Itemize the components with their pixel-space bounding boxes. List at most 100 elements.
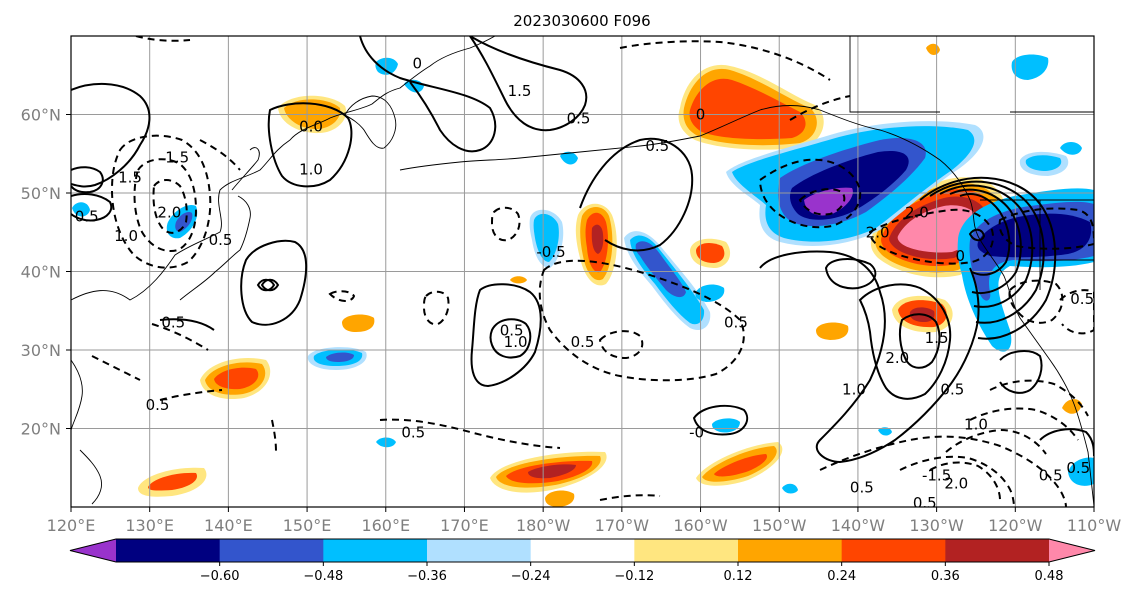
- colorbar-tick-label: −0.48: [303, 569, 343, 584]
- contour-positive: [939, 184, 1034, 308]
- contour-negative: [945, 428, 1047, 455]
- height-contours: [71, 36, 1094, 507]
- colorbar-extend-low: [70, 539, 116, 562]
- contour-label: 0.5: [209, 231, 233, 249]
- negative-anomaly-patch: [695, 284, 725, 302]
- contour-negative: [422, 290, 450, 326]
- colorbar-tick-label: 0.48: [1035, 569, 1064, 584]
- negative-anomaly-patch: [1068, 457, 1094, 486]
- contour-label: 1.0: [299, 160, 323, 178]
- positive-anomaly-patch: [696, 242, 725, 263]
- contour-negative: [271, 419, 277, 453]
- contour-positive: [898, 313, 941, 369]
- contour-negative: [619, 40, 851, 121]
- contour-positive: [469, 36, 588, 132]
- colorbar-tick-label: −0.60: [200, 569, 240, 584]
- colorbar-tick-label: −0.24: [511, 569, 551, 584]
- contour-label: 0: [412, 54, 422, 72]
- coastlines: [71, 36, 1094, 507]
- contour-negative: [819, 435, 1067, 507]
- negative-anomaly-patches: [72, 54, 1094, 494]
- positive-anomaly-patch: [528, 464, 576, 479]
- contour-negative: [1059, 289, 1094, 335]
- colorbar-segment: [945, 539, 1050, 562]
- negative-anomaly-patch: [375, 57, 398, 75]
- lon-tick-label: 160°W: [673, 516, 728, 535]
- positive-anomaly-patch: [1062, 399, 1082, 414]
- contour-label: 0.5: [161, 314, 185, 332]
- positive-anomaly-patch: [591, 224, 604, 254]
- contour-label: 0.5: [75, 208, 99, 226]
- colorbar-tick-label: −0.12: [614, 569, 654, 584]
- contour-label: 2.0: [944, 474, 968, 492]
- negative-anomaly-patch: [1060, 142, 1082, 155]
- lon-tick-label: 120°E: [47, 516, 96, 535]
- contour-negative: [159, 389, 223, 401]
- contour-negative: [1008, 279, 1064, 324]
- lon-tick-label: 170°E: [440, 516, 489, 535]
- contour-label: 0: [955, 247, 965, 265]
- lat-tick-label: 30°N: [21, 341, 61, 360]
- positive-anomaly-patch: [926, 43, 940, 55]
- contour-positive: [489, 318, 532, 359]
- contour-negative: [929, 461, 1001, 501]
- negative-anomaly-patch: [326, 352, 354, 362]
- negative-anomaly-patch: [782, 483, 798, 494]
- contour-negative: [989, 379, 1089, 417]
- colorbar-segment: [530, 539, 635, 562]
- contour-label: 0.5: [724, 314, 748, 332]
- contour-label: -0: [689, 423, 704, 441]
- contour-positive: [240, 240, 308, 326]
- contour-label: 0.5: [1066, 459, 1090, 477]
- contour-positive: [71, 82, 151, 188]
- contour-positive: [470, 283, 542, 388]
- contour-negative: [328, 290, 356, 302]
- lon-tick-label: 130°E: [125, 516, 174, 535]
- lon-tick-label: 130°W: [909, 516, 964, 535]
- lon-tick-label: 180°W: [516, 516, 571, 535]
- contour-positive: [999, 350, 1043, 394]
- lon-tick-label: 150°W: [752, 516, 807, 535]
- contour-label: 1.5: [165, 149, 189, 167]
- contour-labels: 1.51.52.00.51.00.01.00.50.50.50.501.50.5…: [75, 54, 1094, 512]
- lat-tick-label: 50°N: [21, 184, 61, 203]
- contour-label: -1.5: [922, 467, 951, 485]
- lon-tick-label: 110°W: [1067, 516, 1122, 535]
- contour-negative: [199, 139, 241, 171]
- lat-tick-label: 60°N: [21, 106, 61, 125]
- contour-negative: [599, 494, 661, 501]
- contour-positive: [692, 404, 749, 436]
- contour-label: 2.0: [157, 204, 181, 222]
- longitude-axis: 120°E 130°E 140°E 150°E 160°E 170°E 180°W 170°W…: [47, 507, 1122, 535]
- taiwan-philippines-coastline: [71, 359, 103, 505]
- contour-negative: [379, 418, 561, 449]
- contour-label: 1.5: [508, 82, 532, 100]
- contour-label: 0.5: [1070, 290, 1094, 308]
- contour-positive: [159, 318, 215, 331]
- contour-label: 0.0: [299, 117, 323, 135]
- colorbar-extend-high: [1049, 539, 1095, 562]
- lon-tick-label: 120°W: [988, 516, 1043, 535]
- contour-label: -0.5: [536, 243, 565, 261]
- alaska-coastline: [699, 105, 1094, 507]
- lon-tick-label: 150°E: [283, 516, 332, 535]
- map-title: 2023030600 F096: [513, 12, 650, 30]
- lat-tick-label: 20°N: [21, 420, 61, 439]
- negative-anomaly-patch: [560, 151, 578, 165]
- lon-tick-label: 140°E: [204, 516, 253, 535]
- contour-negative: [490, 206, 521, 242]
- negative-anomaly-patch: [712, 418, 740, 433]
- contour-negative: [91, 355, 141, 381]
- contour-negative: [151, 323, 209, 351]
- contour-positive: [968, 228, 986, 242]
- latitude-axis: 20°N 30°N 40°N 50°N 60°N: [21, 106, 71, 439]
- contour-label: 0.5: [913, 494, 937, 512]
- contour-negative: [152, 179, 188, 234]
- contour-negative: [133, 158, 198, 252]
- positive-anomaly-patch: [342, 314, 375, 332]
- negative-anomaly-patch: [533, 213, 559, 262]
- positive-anomaly-patch: [545, 490, 575, 507]
- contour-label: 1.0: [504, 333, 528, 351]
- lon-tick-label: 170°W: [595, 516, 650, 535]
